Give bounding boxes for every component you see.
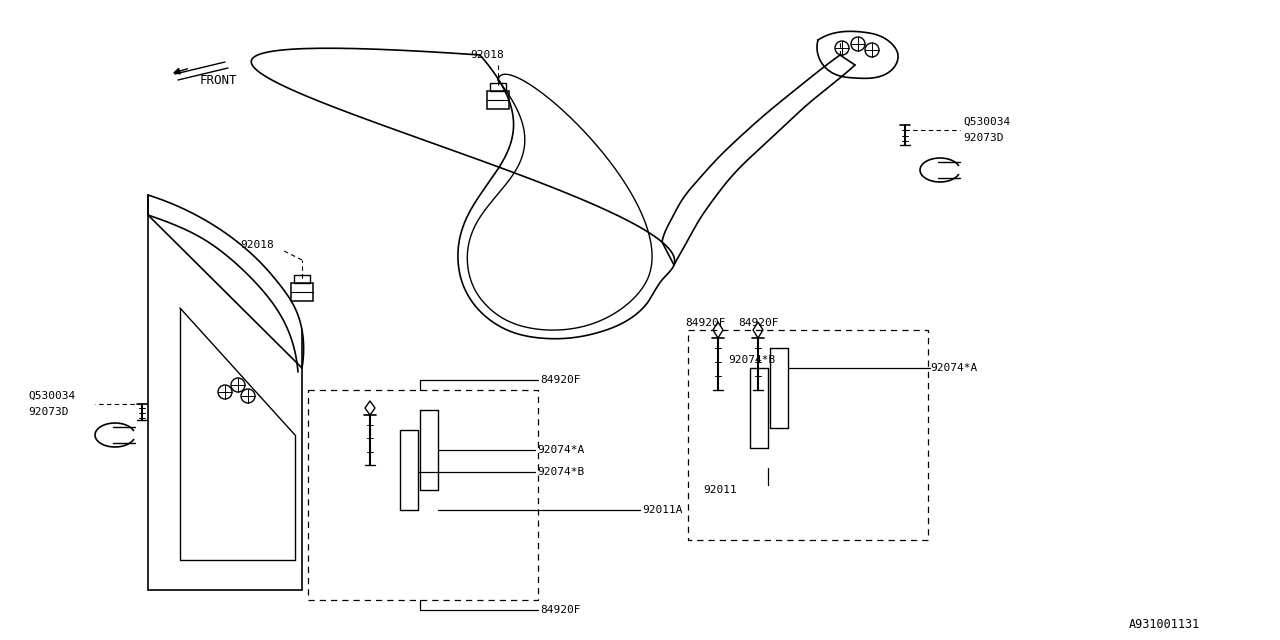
Text: 92011: 92011 [703,485,737,495]
Text: 92018: 92018 [470,50,504,60]
Text: 84920F: 84920F [737,318,778,328]
Text: FRONT: FRONT [200,74,238,86]
Text: 92073D: 92073D [28,407,69,417]
Text: A931001131: A931001131 [1129,618,1201,632]
Bar [486,91,509,109]
Bar [308,390,538,600]
Text: Q530034: Q530034 [28,391,76,401]
Text: 92018: 92018 [241,240,274,250]
Text: 92074*A: 92074*A [931,363,977,373]
Bar [294,275,310,283]
Bar [490,83,506,91]
Bar [291,283,314,301]
Text: 92074*B: 92074*B [538,467,584,477]
Text: 84920F: 84920F [685,318,726,328]
Text: Q530034: Q530034 [963,117,1010,127]
Text: 84920F: 84920F [540,375,581,385]
Text: 92011A: 92011A [643,505,682,515]
Text: 92073D: 92073D [963,133,1004,143]
Text: 92074*B: 92074*B [728,355,776,365]
Text: 84920F: 84920F [540,605,581,615]
Bar [689,330,928,540]
Text: 92074*A: 92074*A [538,445,584,455]
